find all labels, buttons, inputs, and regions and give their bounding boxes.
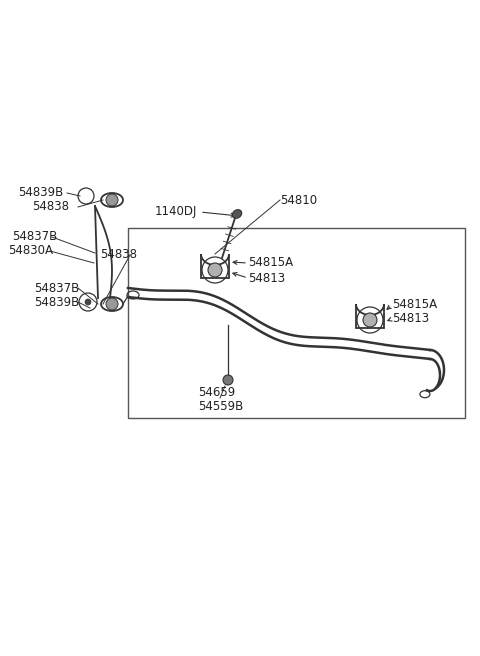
Text: 54837B: 54837B — [34, 281, 79, 295]
Circle shape — [106, 194, 118, 206]
Text: 1140DJ: 1140DJ — [155, 205, 197, 218]
Circle shape — [85, 299, 91, 305]
Circle shape — [106, 298, 118, 310]
Text: 54559B: 54559B — [198, 400, 243, 413]
Text: 54659: 54659 — [198, 386, 235, 398]
Text: 54839B: 54839B — [34, 295, 79, 308]
Text: 54839B: 54839B — [18, 186, 63, 199]
Text: 54838: 54838 — [32, 201, 69, 213]
Text: 54830A: 54830A — [8, 245, 53, 258]
Bar — [128, 228, 465, 418]
Text: 54838: 54838 — [100, 249, 137, 262]
Circle shape — [208, 263, 222, 277]
Text: 54813: 54813 — [248, 272, 285, 285]
Circle shape — [223, 375, 233, 385]
Text: 54810: 54810 — [280, 194, 317, 207]
Circle shape — [363, 313, 377, 327]
Text: 54813: 54813 — [392, 312, 429, 325]
Text: 54815A: 54815A — [392, 298, 437, 312]
Text: 54837B: 54837B — [12, 230, 57, 243]
Ellipse shape — [232, 210, 242, 218]
Text: 54815A: 54815A — [248, 256, 293, 270]
